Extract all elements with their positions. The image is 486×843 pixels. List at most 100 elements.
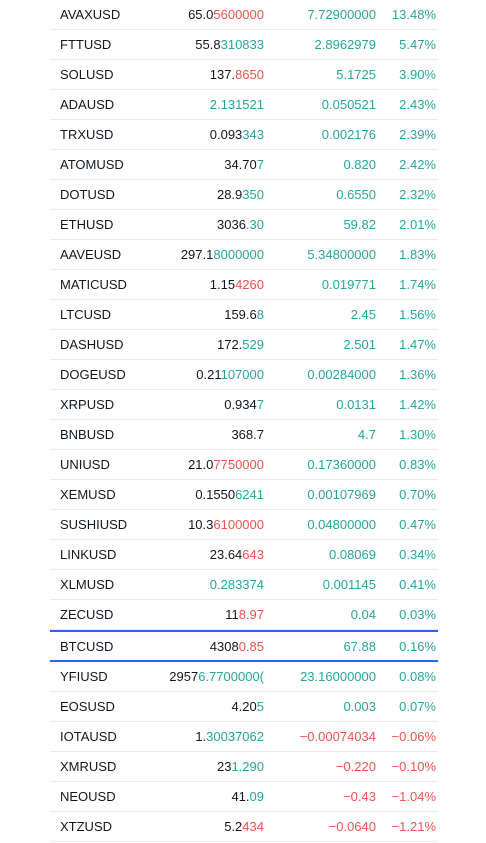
last-price: 172.529 [217, 330, 264, 360]
last-price: 137.8650 [210, 60, 264, 90]
last-price-main: 0.21 [196, 367, 221, 382]
watchlist-row-linkusd[interactable]: LINKUSD 23.64643 0.08069 0.34% [50, 540, 438, 570]
last-price-tick: 7 [256, 397, 264, 412]
watchlist-row-dashusd[interactable]: DASHUSD 172.529 2.501 1.47% [50, 330, 438, 360]
watchlist-table: AVAXUSD 65.05600000 7.72900000 13.48% FTTUSD… [50, 0, 438, 842]
last-price-main: 0.1550 [195, 487, 236, 502]
symbol-label: AAVEUSD [60, 247, 122, 262]
watchlist-row-uniusd[interactable]: UNIUSD 21.07750000 0.17360000 0.83% [50, 450, 438, 480]
change-percent: 1.83% [399, 247, 436, 262]
watchlist-row-avaxusd[interactable]: AVAXUSD 65.05600000 7.72900000 13.48% [50, 0, 438, 30]
watchlist-row-yfiusd[interactable]: YFIUSD 29576.7700000(23.16000000 0.08% [50, 662, 438, 692]
last-price: 0.21107000 [196, 360, 264, 390]
watchlist-row-sushiusd[interactable]: SUSHIUSD 10.36100000 0.04800000 0.47% [50, 510, 438, 540]
change-percent: 2.01% [399, 217, 436, 232]
symbol-label: LTCUSD [60, 307, 112, 322]
last-price: 5.2434 [224, 812, 264, 842]
last-price-main: 4308 [209, 639, 239, 654]
change-percent: 5.47% [399, 37, 436, 52]
change-value: 67.88 [343, 639, 376, 654]
last-price-tick: 0.85 [238, 639, 264, 654]
watchlist-row-aaveusd[interactable]: AAVEUSD 297.18000000 5.34800000 1.83% [50, 240, 438, 270]
last-price: 118.97 [225, 600, 264, 630]
last-price-tick: 5 [256, 699, 264, 714]
change-percent: 1.42% [399, 397, 436, 412]
last-price-tick: 09 [249, 789, 264, 804]
watchlist-row-neousd[interactable]: NEOUSD 41.09 −0.43 −1.04% [50, 782, 438, 812]
last-price: 231.290 [217, 752, 264, 782]
change-value: 0.00284000 [307, 367, 376, 382]
watchlist-row-dogeusd[interactable]: DOGEUSD 0.21107000 0.00284000 1.36% [50, 360, 438, 390]
last-price-tick: 8 [256, 307, 264, 322]
watchlist-row-xtzusd[interactable]: XTZUSD 5.2434 −0.0640 −1.21% [50, 812, 438, 842]
watchlist-row-solusd[interactable]: SOLUSD 137.8650 5.1725 3.90% [50, 60, 438, 90]
change-percent: −0.06% [391, 729, 436, 744]
last-price: 23.64643 [210, 540, 264, 570]
watchlist-row-ltcusd[interactable]: LTCUSD 159.68 2.45 1.56% [50, 300, 438, 330]
change-value: 0.04 [350, 607, 376, 622]
last-price: 21.07750000 [188, 450, 264, 480]
last-price-tick: 7750000 [213, 457, 264, 472]
last-price-tick: 310833 [220, 37, 264, 52]
watchlist-row-bnbusd[interactable]: BNBUSD 368.7 4.7 1.30% [50, 420, 438, 450]
watchlist-row-dotusd[interactable]: DOTUSD 28.9350 0.6550 2.32% [50, 180, 438, 210]
last-price: 1.30037062 [195, 722, 264, 752]
watchlist-row-trxusd[interactable]: TRXUSD 0.093343 0.002176 2.39% [50, 120, 438, 150]
watchlist-row-xlmusd[interactable]: XLMUSD 0.283374 0.001145 0.41% [50, 570, 438, 600]
watchlist-row-btcusd[interactable]: BTCUSD 43080.85 67.88 0.16% [50, 630, 438, 662]
change-value: 0.6550 [336, 187, 376, 202]
watchlist-row-atomusd[interactable]: ATOMUSD 34.707 0.820 2.42% [50, 150, 438, 180]
symbol-label: UNIUSD [60, 457, 110, 472]
change-percent: 1.30% [399, 427, 436, 442]
change-percent: 2.32% [399, 187, 436, 202]
watchlist-row-xemusd[interactable]: XEMUSD 0.15506241 0.00107969 0.70% [50, 480, 438, 510]
change-value: 0.001145 [322, 577, 376, 592]
last-price: 0.9347 [224, 390, 264, 420]
change-percent: 1.74% [399, 277, 436, 292]
change-percent: 0.03% [399, 607, 436, 622]
last-price: 1.154260 [210, 270, 264, 300]
watchlist-row-eosusd[interactable]: EOSUSD 4.205 0.003 0.07% [50, 692, 438, 722]
symbol-label: IOTAUSD [60, 729, 117, 744]
last-price-main: 368.7 [231, 427, 264, 442]
watchlist-row-iotausd[interactable]: IOTAUSD 1.30037062 −0.00074034 −0.06% [50, 722, 438, 752]
last-price-main: 297.1 [180, 247, 214, 262]
last-price-main: 23 [216, 759, 232, 774]
change-percent: 1.56% [399, 307, 436, 322]
last-price-tick: 529 [242, 337, 264, 352]
last-price: 2.131521 [210, 90, 264, 120]
last-price-main: 159.6 [224, 307, 257, 322]
watchlist-row-xmrusd[interactable]: XMRUSD 231.290 −0.220 −0.10% [50, 752, 438, 782]
watchlist-row-maticusd[interactable]: MATICUSD 1.154260 0.019771 1.74% [50, 270, 438, 300]
change-value: 0.019771 [321, 277, 376, 292]
watchlist-row-zecusd[interactable]: ZECUSD 118.97 0.04 0.03% [50, 600, 438, 630]
last-price: 4.205 [231, 692, 264, 722]
symbol-label: DOGEUSD [60, 367, 126, 382]
last-price-main: 2957 [169, 669, 199, 684]
last-price-main: 11 [225, 607, 239, 622]
change-value: −0.43 [343, 789, 376, 804]
last-price-tick: 6.7700000( [198, 669, 264, 684]
watchlist-row-ethusd[interactable]: ETHUSD 3036.30 59.82 2.01% [50, 210, 438, 240]
last-price-tick: 4260 [235, 277, 264, 292]
watchlist-row-fttusd[interactable]: FTTUSD 55.8310833 2.8962979 5.47% [50, 30, 438, 60]
symbol-label: XEMUSD [60, 487, 116, 502]
last-price-main: 5.2 [224, 819, 243, 834]
change-value: 2.8962979 [314, 37, 376, 52]
watchlist-row-adausd[interactable]: ADAUSD 2.131521 0.050521 2.43% [50, 90, 438, 120]
symbol-label: EOSUSD [60, 699, 115, 714]
symbol-label: BNBUSD [60, 427, 115, 442]
last-price-main: 41. [231, 789, 250, 804]
change-value: 0.003 [343, 699, 376, 714]
symbol-label: NEOUSD [60, 789, 116, 804]
last-price: 0.283374 [210, 570, 264, 600]
change-percent: 3.90% [399, 67, 436, 82]
last-price-main: 10.3 [188, 517, 214, 532]
symbol-label: ATOMUSD [60, 157, 124, 172]
last-price-tick: 5600000 [213, 7, 264, 22]
change-value: 0.04800000 [307, 517, 376, 532]
change-percent: 1.47% [399, 337, 436, 352]
change-value: −0.0640 [328, 819, 376, 834]
last-price-main: 3036 [217, 217, 246, 232]
watchlist-row-xrpusd[interactable]: XRPUSD 0.9347 0.0131 1.42% [50, 390, 438, 420]
